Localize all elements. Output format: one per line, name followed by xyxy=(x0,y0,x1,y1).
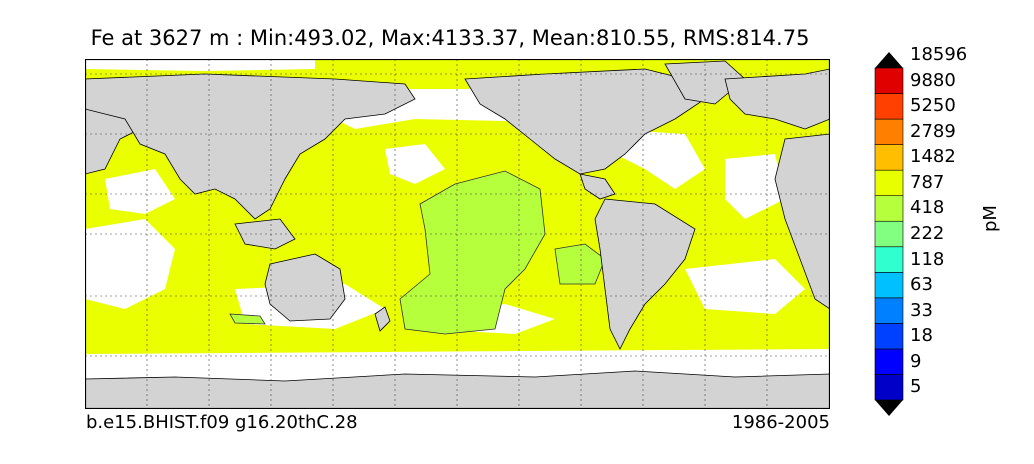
colorbar-unit: pM xyxy=(980,205,1001,232)
colorbar-segment xyxy=(874,297,904,324)
colorbar-segment xyxy=(874,323,904,350)
colorbar xyxy=(874,52,904,416)
colorbar-segment xyxy=(874,93,904,120)
colorbar-extend-max xyxy=(875,52,903,68)
colorbar-segment xyxy=(874,118,904,145)
colorbar-segment xyxy=(874,348,904,375)
colorbar-segment xyxy=(874,374,904,401)
colorbar-tick-label: 418 xyxy=(910,197,945,219)
colorbar-tick-label: 5 xyxy=(910,376,922,398)
colorbar-tick-label: 1482 xyxy=(910,146,956,168)
date-range: 1986-2005 xyxy=(731,412,830,433)
south-america-west-region xyxy=(554,243,606,285)
colorbar-tick-label: 9880 xyxy=(910,69,956,91)
colorbar-segment xyxy=(874,272,904,299)
colorbar-tick-label: 33 xyxy=(910,299,933,321)
colorbar-tick-label: 2789 xyxy=(910,120,956,142)
colorbar-tick-label: 222 xyxy=(910,223,945,244)
colorbar-extend-min xyxy=(875,400,903,416)
tasman-region xyxy=(229,313,266,325)
case-name: b.e15.BHIST.f09 g16.20thC.28 xyxy=(86,412,358,433)
colorbar-tick-label: 18596 xyxy=(910,44,968,66)
map-plot xyxy=(85,59,830,409)
colorbar-segment xyxy=(874,246,904,273)
plot-title: Fe at 3627 m : Min:493.02, Max:4133.37, … xyxy=(90,26,810,50)
colorbar-segment xyxy=(874,195,904,222)
colorbar-segment xyxy=(874,67,904,94)
colorbar-segment xyxy=(874,169,904,196)
colorbar-tick-label: 118 xyxy=(910,248,945,270)
colorbar-tick-label: 787 xyxy=(910,171,945,193)
colorbar-tick-label: 18 xyxy=(910,325,933,347)
colorbar-tick-label: 9 xyxy=(910,350,922,372)
graticule xyxy=(85,59,830,409)
colorbar-segment xyxy=(874,220,904,248)
colorbar-tick-label: 63 xyxy=(910,274,933,296)
colorbar-segment xyxy=(874,144,904,171)
colorbar-tick-label: 5250 xyxy=(910,95,956,117)
mid-pacific-region xyxy=(399,170,546,335)
